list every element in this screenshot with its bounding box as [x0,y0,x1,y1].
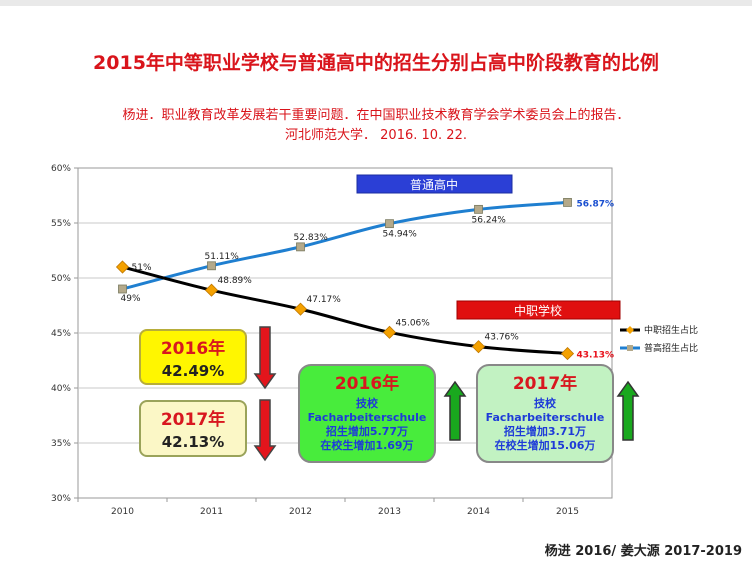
y-tick-label: 60% [51,164,71,174]
x-tick-label: 2013 [378,507,401,517]
x-tick-label: 2012 [289,507,312,517]
y-tick-label: 50% [51,274,71,284]
annotation-2016-year: 2016年 [161,338,225,359]
banner-general [356,174,513,194]
legend-marker-general [627,345,633,351]
y-tick-label: 55% [51,219,71,229]
marker-vocational [115,260,130,274]
annotation-box-2017 [139,400,247,457]
up-arrow-2016 [443,380,467,441]
marker-vocational [560,347,575,361]
data-label-vocational: 43.13% [577,351,615,361]
annotation-green-2017-line: 招生增加3.71万 [504,424,586,438]
data-label-vocational: 43.76% [485,333,520,343]
x-tick-label: 2010 [111,507,134,517]
series-line-general [122,200,568,291]
data-label-general: 56.87% [577,199,615,209]
x-tick-label: 2011 [200,507,223,517]
legend-label-vocational: 中职招生占比 [644,324,698,336]
annotation-green-2017-line: 在校生增加15.06万 [495,438,596,452]
annotation-2017-year: 2017年 [161,409,225,430]
annotation-green-2016-year: 2016年 [335,373,399,394]
data-label-general: 56.24% [472,215,507,225]
source-citation-line2: 河北师范大学． 2016. 10. 22. [285,128,467,143]
annotation-green-2016-line: 招生增加5.77万 [326,424,408,438]
marker-general [474,204,483,214]
annotation-green-2017-line: 技校 [534,396,557,410]
down-arrow-2016 [253,326,277,390]
marker-vocational [471,340,486,354]
annotation-box-2016 [139,329,247,385]
banner-general-label: 普通高中 [410,177,458,192]
annotation-green-2016-line: 在校生增加1.69万 [320,438,413,452]
annotation-green-2016-box [298,364,436,463]
data-label-vocational: 45.06% [396,318,431,328]
down-arrow-2017 [253,399,277,462]
data-label-vocational: 47.17% [307,295,342,305]
banner-vocational-label: 中职学校 [514,303,562,318]
slide-title: 2015年中等职业学校与普通高中的招生分别占高中阶段教育的比例 [93,52,659,74]
y-tick-label: 45% [51,329,71,339]
marker-general [296,242,305,252]
series-line-vocational [122,265,568,356]
marker-vocational [293,302,308,316]
data-label-vocational: 48.89% [218,276,253,286]
y-tick-label: 35% [51,439,71,449]
y-tick-label: 30% [51,494,71,504]
legend-marker-vocational [626,326,634,334]
source-citation-line1: 杨进．职业教育改革发展若干重要问题．在中国职业技术教育学会学术委员会上的报告． [122,108,630,123]
banner-vocational [456,300,621,320]
top-border [0,0,752,6]
annotation-green-2016-line: 技校 [356,396,379,410]
up-arrow-2017 [616,380,640,441]
x-tick-label: 2015 [556,507,579,517]
marker-vocational [382,325,397,339]
annotation-2017-value: 42.13% [162,433,224,451]
data-label-general: 49% [121,294,141,304]
marker-general [207,261,216,271]
marker-general [563,198,572,207]
marker-general [385,219,394,229]
y-tick-label: 40% [51,384,71,394]
annotation-green-2017-box [476,364,614,463]
annotation-green-2017-year: 2017年 [513,373,577,394]
marker-general [118,284,127,294]
data-label-general: 54.94% [383,230,418,240]
marker-vocational [204,283,219,297]
data-label-general: 52.83% [294,233,329,243]
data-label-general: 51.11% [205,252,240,262]
data-label-vocational: 51% [132,263,152,273]
annotation-green-2017-line: Facharbeiterschule [486,411,605,424]
annotation-green-2016-line: Facharbeiterschule [308,411,427,424]
x-tick-label: 2014 [467,507,490,517]
legend-label-general: 普高招生占比 [644,342,698,354]
annotation-2016-value: 42.49% [162,362,224,380]
author-credit: 杨进 2016/ 姜大源 2017-2019 [544,544,742,559]
